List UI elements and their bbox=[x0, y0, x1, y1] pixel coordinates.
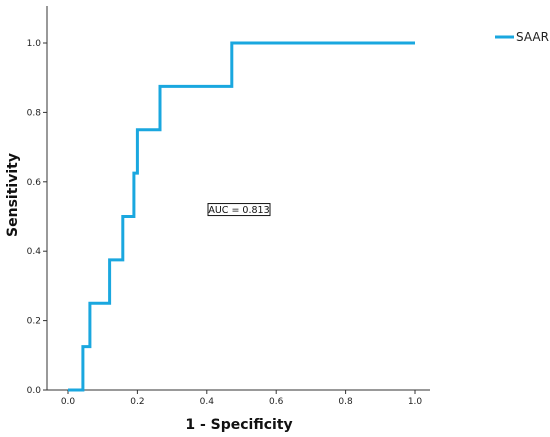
y-ticks: 0.0 0.2 0.4 0.6 0.8 1.0 bbox=[27, 39, 47, 396]
x-axis-title: 1 - Specificity bbox=[185, 417, 292, 433]
series-layer bbox=[68, 41, 415, 392]
x-ticks: 0.0 0.2 0.4 0.6 0.8 1.0 bbox=[61, 390, 423, 407]
auc-label: AUC = 0.813 bbox=[208, 205, 269, 216]
annotation-layer: AUC = 0.813 bbox=[207, 203, 271, 217]
y-axis-title: Sensitivity bbox=[5, 153, 21, 237]
axes bbox=[46, 6, 430, 391]
x-tick-label: 0.2 bbox=[130, 397, 144, 407]
y-tick-label: 1.0 bbox=[27, 39, 42, 49]
y-tick-label: 0.0 bbox=[27, 386, 42, 396]
x-tick-label: 0.8 bbox=[338, 397, 353, 407]
y-tick-label: 0.8 bbox=[27, 108, 42, 118]
legend-label: SAAR bbox=[516, 30, 549, 44]
y-tick-label: 0.4 bbox=[27, 247, 42, 257]
auc-box bbox=[207, 203, 271, 217]
y-tick-label: 0.6 bbox=[27, 178, 42, 188]
x-tick-label: 0.4 bbox=[200, 397, 215, 407]
x-tick-label: 0.6 bbox=[269, 397, 284, 407]
y-tick-label: 0.2 bbox=[27, 317, 41, 327]
x-tick-label: 0.0 bbox=[61, 397, 76, 407]
legend: SAAR bbox=[495, 30, 549, 44]
x-tick-label: 1.0 bbox=[408, 397, 423, 407]
series-line-saar bbox=[68, 41, 415, 392]
